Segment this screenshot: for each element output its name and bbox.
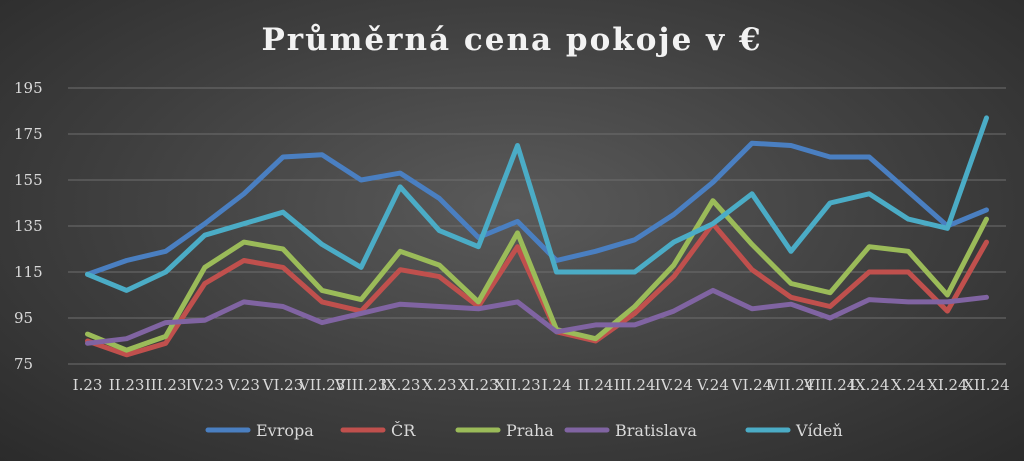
y-tick-label: 195 — [14, 79, 43, 97]
series-line — [85, 221, 989, 358]
x-tick-label: XI.23 — [458, 376, 498, 394]
y-tick-label: 75 — [14, 355, 33, 373]
y-axis-ticks: 75 95 115 135 155 175 195 — [14, 79, 43, 373]
x-tick-label: I.24 — [542, 376, 572, 394]
chart-title: Průměrná cena pokoje v € — [261, 22, 762, 58]
series-line — [85, 198, 989, 353]
x-tick-label: X.23 — [422, 376, 457, 394]
x-tick-label: IX.23 — [380, 376, 420, 394]
x-tick-label: XII.24 — [963, 376, 1009, 394]
y-tick-label: 175 — [14, 125, 43, 143]
x-tick-label: X.24 — [891, 376, 926, 394]
x-tick-label: IV.23 — [186, 376, 224, 394]
series-line — [85, 287, 989, 346]
x-tick-label: IV.24 — [655, 376, 693, 394]
x-tick-label: II.23 — [109, 376, 145, 394]
x-tick-label: V.24 — [696, 376, 729, 394]
legend-label: Bratislava — [615, 421, 697, 440]
x-tick-label: V.23 — [227, 376, 260, 394]
x-tick-label: XII.23 — [494, 376, 540, 394]
y-tick-label: 155 — [14, 171, 43, 189]
series-line — [85, 115, 989, 293]
series-line — [85, 140, 989, 277]
x-tick-label: VI.23 — [262, 376, 304, 394]
legend: Evropa ČR Praha Bratislava Vídeň — [205, 420, 843, 440]
x-tick-label: VII.24 — [767, 376, 815, 394]
y-tick-label: 95 — [14, 309, 33, 327]
x-tick-label: IX.24 — [849, 376, 889, 394]
x-tick-label: VIII.24 — [803, 376, 856, 394]
x-tick-label: VII.23 — [298, 376, 346, 394]
x-tick-label: III.24 — [614, 376, 656, 394]
y-tick-label: 115 — [14, 263, 43, 281]
x-axis-ticks: I.23 II.23 III.23 IV.23 V.23 VI.23VII.23VIII.… — [73, 376, 1010, 394]
legend-label: Praha — [506, 421, 554, 440]
legend-label: Evropa — [256, 421, 314, 440]
grid-layer — [68, 87, 1006, 365]
series-layer — [85, 115, 989, 358]
x-tick-label: III.23 — [145, 376, 187, 394]
x-tick-label: VI.24 — [731, 376, 773, 394]
legend-label: ČR — [391, 420, 416, 440]
x-tick-label: I.23 — [73, 376, 103, 394]
legend-label: Vídeň — [795, 421, 843, 440]
x-tick-label: VIII.23 — [334, 376, 387, 394]
y-tick-label: 135 — [14, 217, 43, 235]
x-tick-label: II.24 — [578, 376, 614, 394]
x-tick-label: XI.24 — [927, 376, 967, 394]
